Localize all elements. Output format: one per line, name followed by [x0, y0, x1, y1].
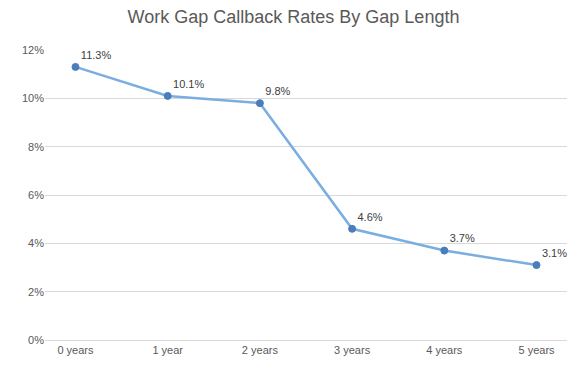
- svg-text:3.7%: 3.7%: [450, 232, 475, 244]
- svg-text:8%: 8%: [28, 141, 44, 153]
- svg-text:10.1%: 10.1%: [173, 78, 204, 90]
- svg-text:10%: 10%: [22, 92, 44, 104]
- svg-text:3 years: 3 years: [334, 344, 371, 356]
- svg-text:0 years: 0 years: [57, 344, 94, 356]
- svg-text:4.6%: 4.6%: [357, 211, 382, 223]
- svg-text:0%: 0%: [28, 334, 44, 346]
- svg-text:2 years: 2 years: [242, 344, 279, 356]
- svg-text:6%: 6%: [28, 189, 44, 201]
- svg-text:4 years: 4 years: [426, 344, 463, 356]
- svg-text:3.1%: 3.1%: [542, 247, 567, 259]
- svg-text:4%: 4%: [28, 237, 44, 249]
- svg-text:9.8%: 9.8%: [265, 85, 290, 97]
- svg-text:2%: 2%: [28, 286, 44, 298]
- svg-text:5 years: 5 years: [518, 344, 555, 356]
- svg-text:1 year: 1 year: [152, 344, 183, 356]
- svg-text:12%: 12%: [22, 44, 44, 56]
- svg-text:Work Gap Callback Rates By Gap: Work Gap Callback Rates By Gap Length: [128, 7, 460, 27]
- svg-text:11.3%: 11.3%: [81, 49, 112, 61]
